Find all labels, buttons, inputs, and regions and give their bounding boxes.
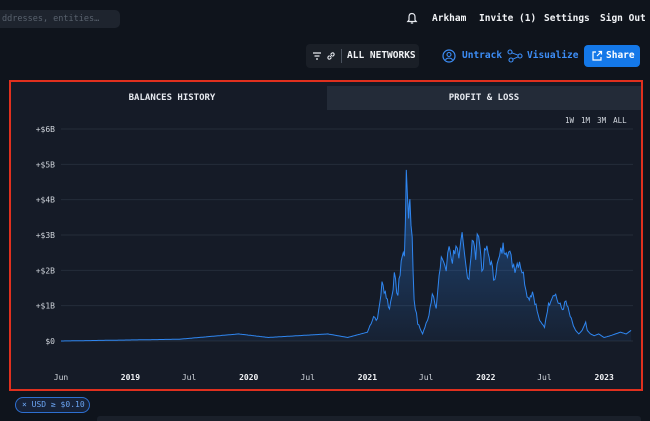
balances-panel: BALANCES HISTORY PROFIT & LOSS 1W 1M 3M ALL… <box>9 80 643 391</box>
nav-arkham[interactable]: Arkham <box>432 13 467 24</box>
share-button[interactable]: Share <box>584 45 640 67</box>
toolbar: ALL NETWORKS Untrack Visualize Share <box>0 44 650 70</box>
nav-invite[interactable]: Invite (1) <box>479 13 537 24</box>
time-range-selector: 1W 1M 3M ALL <box>565 116 634 125</box>
untrack-button[interactable]: Untrack <box>442 44 503 68</box>
y-tick-label: +$5B <box>36 160 55 169</box>
y-tick-label: +$4B <box>36 196 55 205</box>
balance-line <box>61 169 632 342</box>
close-icon[interactable]: × <box>22 400 27 409</box>
x-tick-label: 2021 <box>358 373 377 382</box>
x-tick-label: 2022 <box>476 373 495 382</box>
y-tick-label: +$2B <box>36 266 55 275</box>
y-tick-label: +$6B <box>36 125 55 134</box>
x-tick-label: Jul <box>537 373 552 382</box>
range-1w[interactable]: 1W <box>565 116 575 125</box>
share-label: Share <box>606 50 635 61</box>
visualize-button[interactable]: Visualize <box>507 44 579 68</box>
balance-chart[interactable]: $0 +$1B +$2B +$3B +$4B +$5B +$6B Jun 2019 Jul 2020… <box>11 82 641 389</box>
visualize-icon <box>507 49 523 63</box>
nav-settings[interactable]: Settings <box>544 13 590 24</box>
network-filter[interactable]: ALL NETWORKS <box>306 44 419 68</box>
divider <box>341 49 342 63</box>
top-bar: ddresses, entities… Arkham Invite (1) Se… <box>0 0 650 38</box>
x-tick-label: Jun <box>54 373 69 382</box>
bell-icon[interactable] <box>406 12 418 25</box>
range-1m[interactable]: 1M <box>581 116 591 125</box>
x-tick-label: Jul <box>419 373 434 382</box>
range-all[interactable]: ALL <box>613 116 627 125</box>
next-panel-edge <box>97 416 641 421</box>
range-3m[interactable]: 3M <box>597 116 607 125</box>
x-tick-label: 2020 <box>239 373 258 382</box>
nav-sign-out[interactable]: Sign Out <box>600 13 646 24</box>
filter-bar: × USD ≥ $0.10 <box>0 394 650 421</box>
x-tick-label: 2023 <box>595 373 614 382</box>
y-tick-label: $0 <box>45 337 55 346</box>
x-tick-label: Jul <box>182 373 197 382</box>
tab-balances-history[interactable]: BALANCES HISTORY <box>17 86 327 110</box>
chip-label: USD ≥ $0.10 <box>31 400 85 409</box>
network-label: ALL NETWORKS <box>347 50 416 61</box>
y-tick-label: +$3B <box>36 231 55 240</box>
share-icon <box>592 50 603 61</box>
tab-profit-loss[interactable]: PROFIT & LOSS <box>327 86 641 110</box>
untrack-icon <box>442 49 456 63</box>
visualize-label: Visualize <box>527 50 579 61</box>
balance-area <box>61 169 632 341</box>
link-icon[interactable] <box>326 51 336 61</box>
search-input[interactable]: ddresses, entities… <box>0 10 120 28</box>
x-tick-label: Jul <box>301 373 316 382</box>
filter-icon[interactable] <box>312 51 322 61</box>
y-tick-label: +$1B <box>36 302 55 311</box>
usd-filter-chip[interactable]: × USD ≥ $0.10 <box>15 397 90 413</box>
untrack-label: Untrack <box>462 50 503 61</box>
x-tick-label: 2019 <box>121 373 140 382</box>
